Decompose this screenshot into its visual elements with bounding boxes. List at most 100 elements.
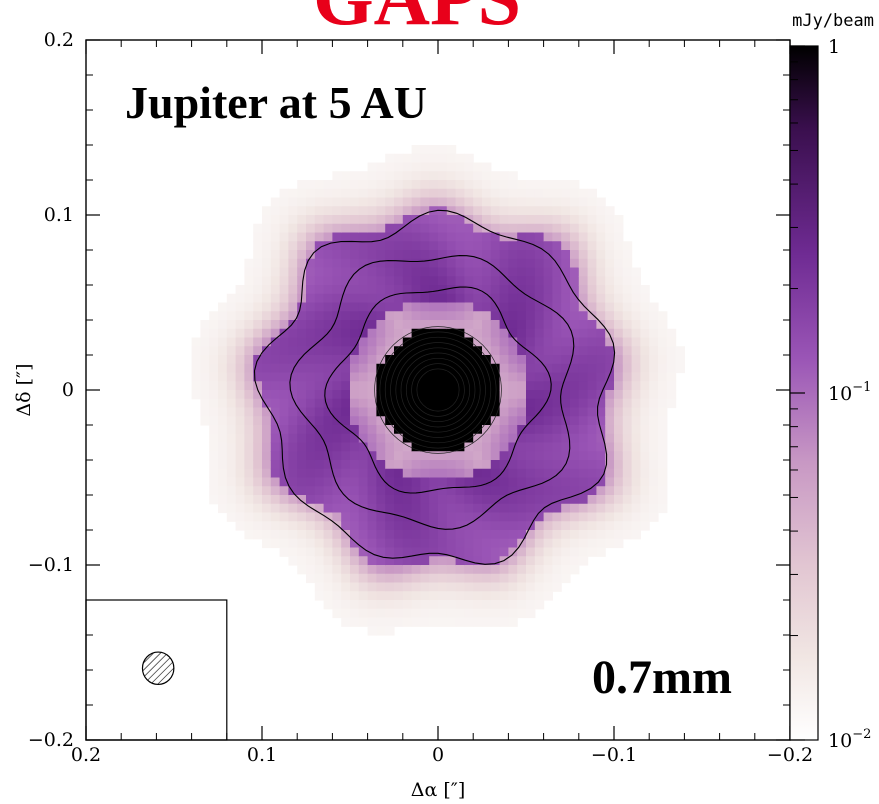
heatmap-cell	[622, 503, 633, 514]
heatmap-cell	[482, 608, 492, 619]
heatmap-cell	[543, 512, 553, 522]
heatmap-cell	[614, 337, 624, 347]
heatmap-cell	[640, 372, 650, 382]
heatmap-cell	[218, 407, 228, 417]
heatmap-cell	[341, 451, 351, 461]
heatmap-cell	[552, 486, 562, 496]
heatmap-cell	[279, 206, 289, 216]
heatmap-cell	[438, 311, 448, 321]
heatmap-cell	[350, 538, 360, 549]
heatmap-cell	[464, 320, 474, 330]
heatmap-cell	[640, 442, 650, 452]
heatmap-cell	[262, 468, 272, 479]
heatmap-cell	[376, 486, 386, 496]
heatmap-cell	[455, 433, 465, 444]
heatmap-cell	[358, 293, 369, 304]
heatmap-cell	[543, 267, 553, 277]
heatmap-cell	[253, 495, 263, 505]
heatmap-cell	[429, 503, 439, 514]
heatmap-cell	[297, 311, 307, 321]
heatmap-cell	[314, 442, 325, 452]
heatmap-cell	[596, 197, 606, 207]
heatmap-cell	[482, 285, 492, 295]
heatmap-cell	[499, 250, 509, 260]
heatmap-cell	[543, 363, 553, 374]
heatmap-cell	[534, 495, 545, 505]
heatmap-cell	[279, 442, 289, 452]
heatmap-cell	[367, 416, 377, 426]
heatmap-cell	[464, 241, 474, 251]
heatmap-cell	[262, 337, 272, 347]
heatmap-cell	[446, 521, 457, 531]
heatmap-cell	[640, 451, 650, 461]
heatmap-cell	[605, 538, 615, 549]
heatmap-cell	[226, 355, 237, 365]
heatmap-cell	[385, 538, 395, 549]
heatmap-cell	[314, 495, 325, 505]
heatmap-cell	[552, 206, 562, 216]
heatmap-cell	[367, 626, 377, 636]
heatmap-cell	[552, 285, 562, 295]
heatmap-cell	[455, 477, 465, 487]
heatmap-cell	[596, 372, 606, 382]
heatmap-cell	[332, 328, 342, 339]
heatmap-cell	[218, 495, 228, 505]
heatmap-cell	[622, 285, 633, 295]
heatmap-cell	[614, 258, 624, 269]
heatmap-cell	[473, 512, 483, 522]
heatmap-cell	[402, 267, 413, 277]
heatmap-cell	[332, 530, 342, 540]
heatmap-cell	[341, 477, 351, 487]
heatmap-cell	[490, 512, 501, 522]
heatmap-cell	[358, 258, 369, 269]
heatmap-cell	[499, 425, 509, 435]
heatmap-cell	[464, 223, 474, 234]
heatmap-cell	[376, 495, 386, 505]
heatmap-cell	[332, 232, 342, 242]
contour-line	[253, 209, 616, 565]
heatmap-cell	[394, 547, 404, 557]
heatmap-cell	[464, 398, 474, 409]
heatmap-cell	[420, 320, 430, 330]
heatmap-cell	[218, 425, 228, 435]
heatmap-cell	[244, 425, 254, 435]
heatmap-cell	[314, 241, 325, 251]
heatmap-cell	[367, 538, 377, 549]
heatmap-cell	[279, 512, 289, 522]
heatmap-cell	[429, 145, 439, 155]
heatmap-cell	[402, 250, 413, 260]
heatmap-cell	[420, 171, 430, 181]
heatmap-cell	[508, 372, 518, 382]
heatmap-cell	[420, 617, 430, 627]
heatmap-cell	[288, 328, 298, 339]
heatmap-cell	[614, 302, 624, 312]
heatmap-cell	[455, 538, 465, 549]
heatmap-cell	[455, 311, 465, 321]
heatmap-cell	[587, 206, 597, 216]
x-tick-label: 0.2	[71, 744, 101, 766]
heatmap-cell	[235, 311, 245, 321]
heatmap-cell	[622, 433, 633, 444]
heatmap-cell	[367, 442, 377, 452]
heatmap-cell	[288, 320, 298, 330]
heatmap-cell	[499, 241, 509, 251]
heatmap-cell	[508, 223, 518, 234]
heatmap-cell	[596, 381, 606, 391]
heatmap-cell	[526, 398, 536, 409]
heatmap-cell	[226, 433, 237, 444]
x-tick-label: −0.1	[591, 744, 637, 766]
heatmap-cell	[455, 232, 465, 242]
heatmap-cell	[262, 206, 272, 216]
heatmap-cell	[490, 180, 501, 190]
heatmap-cell	[640, 320, 650, 330]
heatmap-cell	[552, 232, 562, 242]
heatmap-cell	[420, 355, 430, 365]
heatmap-cell	[446, 425, 457, 435]
heatmap-cell	[394, 293, 404, 304]
heatmap-cell	[253, 486, 263, 496]
heatmap-cell	[429, 381, 439, 391]
heatmap-cell	[226, 416, 237, 426]
heatmap-cell	[244, 346, 254, 356]
heatmap-cell	[376, 390, 386, 400]
heatmap-cell	[367, 320, 377, 330]
